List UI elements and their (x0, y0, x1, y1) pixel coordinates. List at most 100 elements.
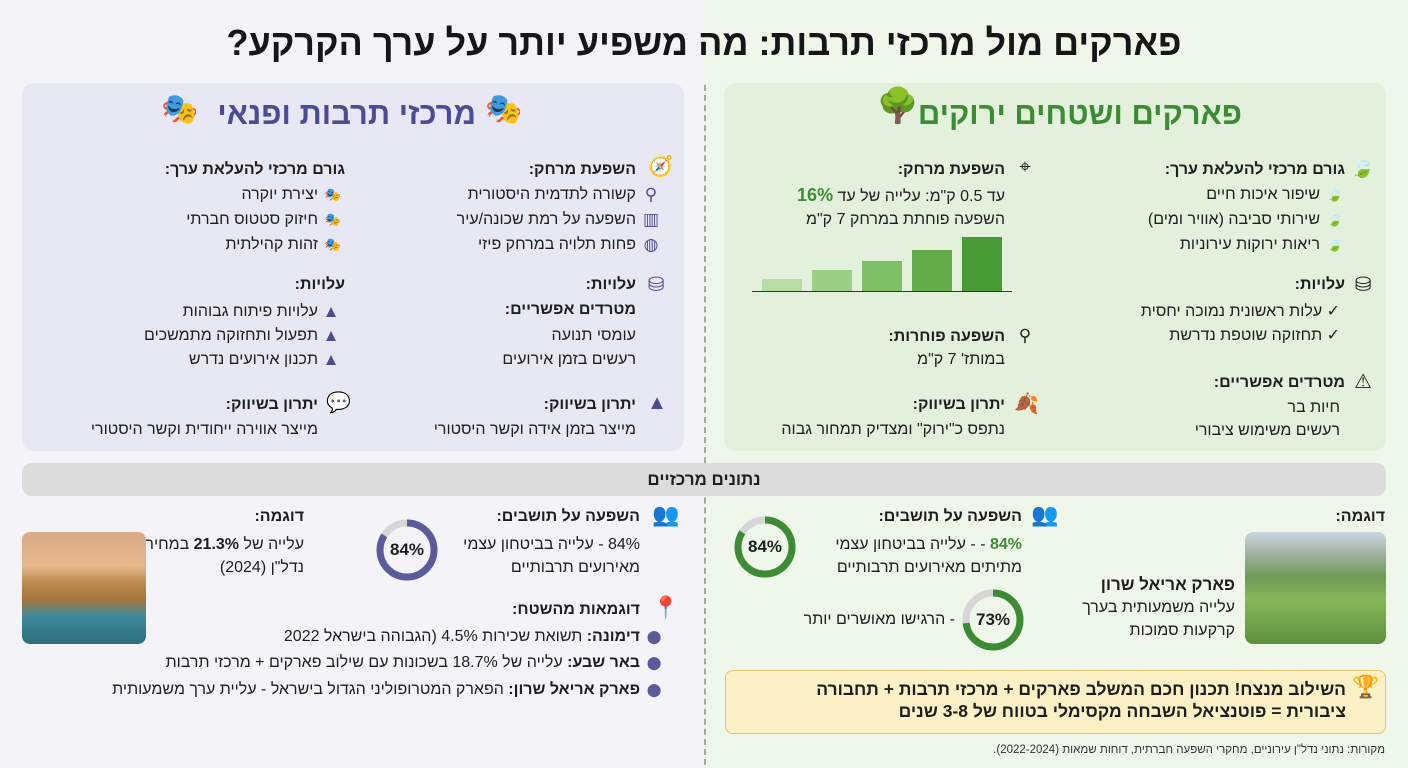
leaf-icon: 🍃 (1326, 237, 1344, 252)
parks-happy-donut (962, 589, 1024, 651)
list-item: ריאות ירוקות עירוניות (1179, 236, 1320, 253)
pin-icon: ⬤ (646, 682, 662, 697)
parks-residents-donut (734, 516, 796, 578)
warning-icon: ⚠ (1354, 371, 1372, 393)
parks-lesser-text: במותז' 7 ק"מ (917, 351, 1005, 368)
parks-lesser-heading: השפעה פוחרות: (888, 328, 1005, 345)
theater-masks-icon: 🎭 (485, 93, 523, 126)
leaf-icon: 🍃 (1326, 212, 1344, 227)
ariel-sharon-park-photo (1245, 532, 1386, 644)
donut-label: 84% (389, 540, 425, 559)
list-item: עומסי תנועה (551, 327, 636, 344)
warning-icon: ▲ (647, 392, 667, 414)
users-group-icon: 👥 (1031, 502, 1059, 527)
culture-panel (22, 83, 684, 451)
list-item: השפעה על רמת שכונה/עיר (456, 211, 636, 228)
parks-example-name: פארק אריאל שרון (1100, 575, 1235, 594)
divider (704, 85, 706, 765)
culture-costs-heading: עלויות: (294, 276, 345, 293)
donut-label: 73% (975, 610, 1011, 629)
parks-marketing-heading: יתרון בשיווק: (912, 396, 1005, 413)
sources: מקורות: נתוני נדל"ן עירוניים, מחקרי השפע… (993, 744, 1385, 756)
list-item: רעשים משימוש ציבורי (1194, 422, 1340, 439)
parks-distance-heading: השפעת מרחק: (897, 161, 1005, 178)
parks-happy-text: - הרגישו מאושרים יותר (803, 611, 955, 628)
list-item: ✓ עלות ראשונית נמוכה יחסית (1140, 303, 1340, 320)
acre-photo (22, 532, 146, 644)
donut-label: 84% (747, 537, 783, 556)
masks-icon: 🎭 (324, 237, 342, 252)
callout-box (725, 670, 1386, 734)
donut-fill (376, 519, 438, 581)
culture-marketing-heading: יתרון בשיווק: (543, 396, 636, 413)
list-item: תכנון אירועים נדרש (188, 351, 318, 368)
list-item: חיזוק סטטוס חברתי (186, 211, 318, 228)
culture-distance-heading: השפעת מרחק: (528, 161, 636, 178)
map-pin-icon: ⌖ (1019, 156, 1031, 178)
list-item: תפעול ותחזוקה מתמשכים (144, 327, 318, 344)
warning-icon: ▲ (322, 326, 340, 345)
map-pin-icon: 📍 (652, 595, 680, 620)
list-item: ✓ תחזוקה שוטפת נדרשת (1169, 327, 1340, 344)
leaf-icon: 🍂 (1014, 393, 1039, 415)
culture-residents-donut (376, 519, 438, 581)
culture-value-heading: גורם מרכזי להעלאת ערך: (164, 161, 345, 178)
parks-costs-heading: עלויות: (1294, 276, 1345, 293)
parks-residents-line2: מתיתים מאירועים תרבותיים (836, 559, 1022, 576)
culture-marketing-text: מייצר בזמן אידה וקשר היסטורי (433, 421, 636, 438)
page-title: פארקים מול מרכזי תרבות: מה משפיע יותר על… (226, 22, 1182, 63)
distance-bar (962, 237, 1002, 291)
key-data-bar: נתונים מרכזיים (22, 463, 1386, 496)
culture-example-line1: עלייה של 21.3% במחירי (141, 536, 304, 553)
callout-line2: ציבורית = פוטנציאל השבחה מקסימלי בטווח ש… (898, 701, 1346, 721)
parks-residents-heading: השפעה על תושבים: (878, 508, 1022, 525)
distance-bar (912, 249, 952, 291)
warning-icon: ▲ (322, 350, 340, 369)
culture-marketing-text: מייצר אווירה ייחודית וקשר היסטורי (90, 421, 318, 438)
search-icon: ⚲ (644, 185, 658, 204)
parks-residents-line1: 84% - - עלייה בביטחון עצמי (835, 536, 1022, 553)
list-item: עלויות פיתוח גבוהות (182, 303, 318, 320)
donut-fill (962, 589, 1024, 651)
distance-bar (862, 260, 902, 291)
culture-costs-heading: עלויות: (585, 276, 636, 293)
chat-bubbles-icon: 💬 (326, 392, 351, 414)
globe-icon: ◍ (643, 235, 659, 254)
distance-bar-chart (752, 232, 1012, 292)
parks-distance-line1: עד 0.5 ק"מ: עלייה של עד 16% (797, 185, 1005, 205)
culture-residents-heading: השפעה על תושבים: (496, 508, 640, 525)
distance-bar (762, 279, 802, 291)
list-item: זהות קהילתית (225, 236, 318, 253)
culture-residents-line2: מאירועים תרבותיים (510, 559, 640, 576)
callout-line1: השילוב מנצח! תכנון חכם המשלב פארקים + מר… (816, 679, 1346, 699)
city-icon: ▥ (642, 210, 660, 229)
culture-residents-line1: 84% - עלייה בביטחון עצמי (463, 536, 640, 553)
list-item: קשורה לתדמית היסטורית (467, 186, 636, 203)
leaf-icon: 🍃 (1350, 157, 1375, 179)
list-item: שירותי סביבה (אוויר ומים) (1147, 211, 1320, 228)
parks-title: פארקים ושטחים ירוקים (917, 96, 1242, 131)
list-item: רעשים בזמן אירועים (502, 351, 636, 368)
parks-distance-line2: השפעה פוחתת במרחק 7 ק"מ (806, 211, 1005, 228)
tree-icon: 🌳 (876, 87, 920, 125)
coins-check-icon: ⛁ (647, 274, 665, 296)
masks-icon: 🎭 (324, 187, 342, 202)
leaf-icon: 🍃 (1326, 187, 1344, 202)
list-item: שיפור איכות חיים (1206, 186, 1320, 203)
culture-example-line2: נדל"ן (2024) (219, 559, 304, 576)
parks-example-line1: עלייה משמעותית בערך (1082, 599, 1235, 616)
culture-title: מרכזי תרבות ופנאי (217, 96, 476, 131)
pin-icon: ⬤ (646, 655, 662, 670)
compass-icon: 🧭 (648, 156, 673, 178)
list-item: באר שבע: עלייה של 18.7% בשכונות עם שילוב… (165, 654, 640, 671)
pin-icon: ⬤ (646, 629, 662, 644)
parks-marketing-text: נתפס כ"ירוק" ומצדיק תמחור גבוה (781, 421, 1005, 438)
coins-check-icon: ⛁ (1354, 274, 1372, 296)
list-item: פחות תלויה במרחק פיזי (477, 236, 636, 253)
parks-nuisances-heading: מטרדים אפשריים: (1213, 374, 1345, 391)
parks-panel (724, 83, 1386, 451)
trophy-icon: 🏆 (1352, 674, 1380, 699)
route-pins-icon: ⚲ (1018, 326, 1032, 345)
parks-example-line2: קרקעות סמוכות (1129, 622, 1235, 639)
theater-masks-icon: 🎭 (161, 93, 199, 126)
